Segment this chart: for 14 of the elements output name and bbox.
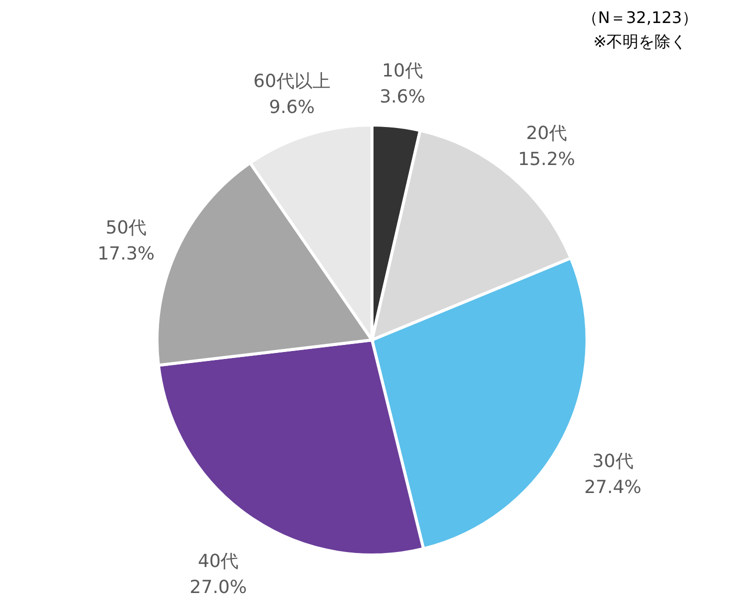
data-label: 27.4% bbox=[584, 477, 642, 498]
slice-label: 30代 bbox=[592, 451, 634, 472]
data-label: 3.6% bbox=[380, 86, 426, 108]
text: ※不明を除く bbox=[593, 32, 687, 51]
slice-label: 50代 bbox=[106, 218, 146, 239]
data-label: 17.3% bbox=[97, 244, 155, 265]
text: （N＝32,123） bbox=[582, 8, 698, 27]
data-label: 15.2% bbox=[518, 149, 576, 170]
slice-label: 10代 bbox=[382, 60, 423, 82]
slice-label: 40代 bbox=[198, 550, 239, 572]
data-label: 9.6% bbox=[269, 97, 315, 118]
slice-label: 20代 bbox=[526, 123, 568, 144]
data-label: 27.0% bbox=[190, 576, 247, 598]
slice-label: 60代以上 bbox=[253, 71, 330, 92]
